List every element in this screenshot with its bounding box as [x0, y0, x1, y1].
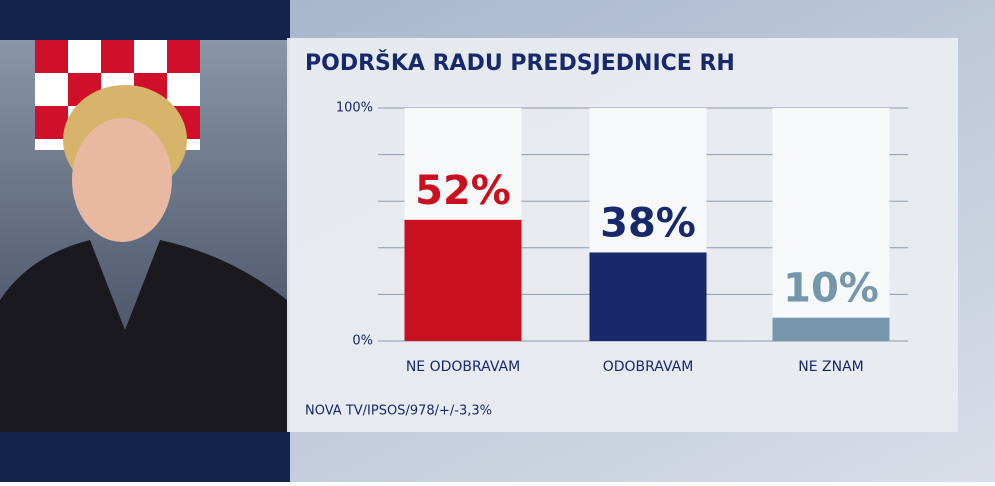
bar — [772, 317, 890, 341]
value-label: 38% — [600, 200, 696, 246]
y-tick-label: 100% — [336, 101, 373, 116]
bar — [589, 252, 707, 341]
y-tick-label: 0% — [352, 334, 373, 349]
x-tick-label: NE ODOBRAVAM — [406, 359, 520, 375]
chart-title: PODRŠKA RADU PREDSJEDNICE RH — [305, 50, 735, 76]
photo-person — [0, 85, 287, 432]
source: NOVA TV/IPSOS/978/+/-3,3% — [305, 404, 492, 419]
bar-background — [772, 108, 890, 341]
bar — [404, 219, 522, 341]
x-tick-label: ODOBRAVAM — [603, 359, 694, 375]
x-tick-label: NE ZNAM — [798, 359, 864, 375]
value-label: 10% — [783, 266, 879, 312]
value-label: 52% — [415, 168, 511, 214]
